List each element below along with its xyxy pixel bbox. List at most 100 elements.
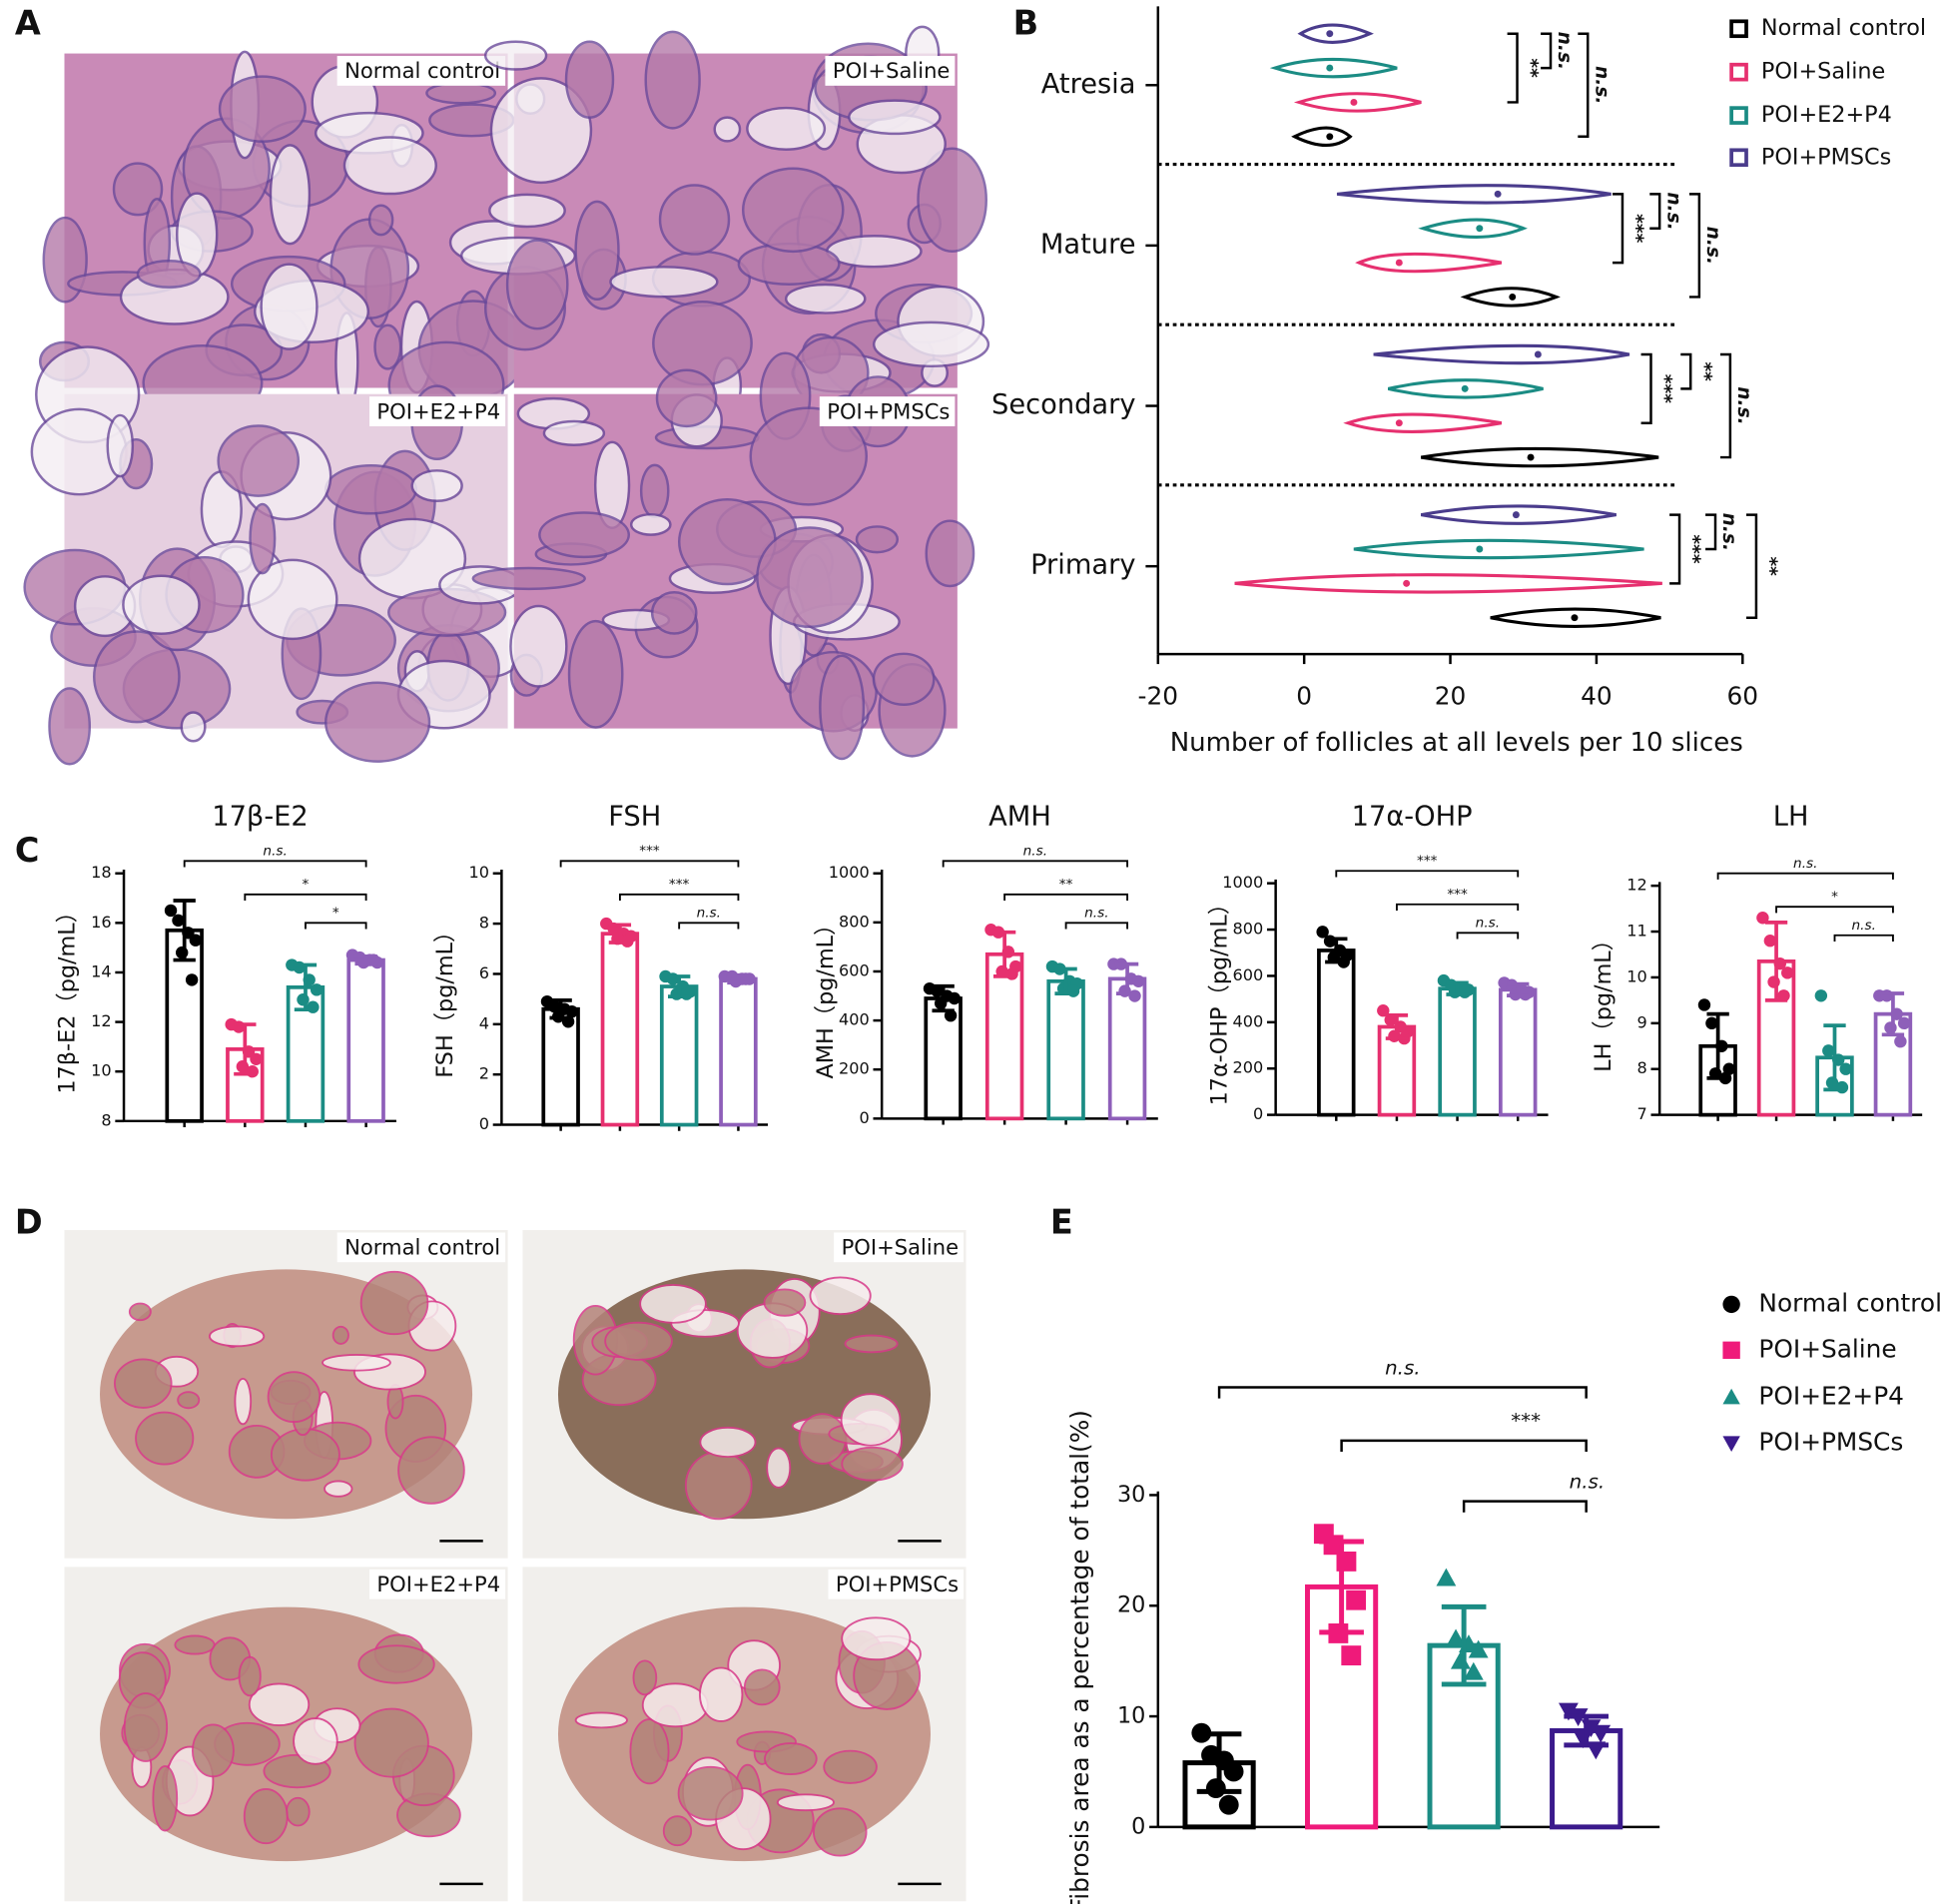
significance-label: ** [1759, 556, 1780, 576]
significance-bracket [942, 860, 1129, 868]
y-tick-label: 200 [839, 1059, 870, 1078]
data-point [1463, 1661, 1484, 1680]
follicle [249, 502, 277, 575]
follicle [841, 1616, 912, 1661]
y-axis-label: LH（pg/mL） [1591, 929, 1617, 1072]
follicle [397, 1436, 465, 1505]
significance-label: n.s. [1793, 856, 1817, 872]
significance-bracket [1705, 513, 1717, 551]
x-tick-label: 0 [1296, 682, 1312, 711]
significance-label: *** [639, 843, 660, 859]
follicle [809, 1276, 872, 1316]
follicle [208, 1325, 266, 1348]
significance-bracket [183, 860, 367, 868]
legend-marker [1722, 1295, 1740, 1314]
x-axis-label: Number of follicles at all levels per 10… [1170, 728, 1743, 758]
error-bar [1196, 1731, 1242, 1794]
data-point [1781, 966, 1794, 979]
violin [1343, 412, 1503, 433]
violin [1353, 538, 1644, 560]
data-point [1897, 1016, 1911, 1030]
follicle [324, 1480, 353, 1498]
follicle [925, 519, 975, 588]
significance-label: n.s. [1084, 905, 1108, 921]
micrograph: Normal control [64, 1229, 508, 1559]
micrograph-label: POI+E2+P4 [376, 1572, 500, 1596]
significance-bracket [1578, 32, 1590, 139]
y-tick-label: 8 [101, 1110, 111, 1129]
follicle [542, 419, 606, 446]
follicle [655, 368, 718, 428]
error-bar [549, 998, 572, 1020]
follicle [813, 1807, 868, 1857]
significance-label: n.s. [1385, 1356, 1421, 1379]
median-dot [1326, 30, 1334, 38]
significance-bracket [1680, 352, 1692, 390]
x-tick-label: -20 [1138, 682, 1179, 711]
panel-letter: B [1013, 4, 1039, 43]
data-point [1559, 1702, 1579, 1721]
legend-label: POI+E2+P4 [1758, 1381, 1904, 1410]
follicle [135, 1411, 195, 1466]
bar [1317, 949, 1356, 1117]
error-bar [1054, 966, 1077, 995]
follicle [564, 40, 615, 119]
error-bar [1564, 1713, 1609, 1748]
follicle [609, 266, 719, 299]
bar [659, 984, 699, 1127]
data-point [1346, 1589, 1367, 1610]
legend-label: Normal control [1761, 15, 1926, 41]
label-box [336, 1232, 506, 1263]
data-point [1446, 1628, 1466, 1647]
follicle [218, 75, 307, 144]
significance-bracket [1649, 193, 1661, 230]
error-bar [1706, 1011, 1729, 1080]
significance-bracket [1669, 513, 1681, 585]
follicle [509, 604, 568, 688]
bar [541, 1006, 580, 1127]
follicle [749, 406, 869, 506]
significance-bracket [1456, 932, 1520, 940]
data-point [1436, 1568, 1457, 1587]
significance-label: *** [1682, 534, 1703, 563]
x-tick-label: 40 [1581, 682, 1613, 711]
data-point [1814, 989, 1828, 1002]
follicle [632, 1659, 658, 1696]
y-tick-label: 400 [839, 1010, 870, 1029]
significance-label: ** [1693, 361, 1714, 381]
follicle [217, 424, 301, 497]
significance-label: n.s. [1023, 843, 1047, 859]
follicle [112, 162, 164, 217]
bar [1438, 986, 1477, 1117]
violin [1234, 573, 1662, 594]
follicle [855, 525, 900, 554]
label-box [825, 56, 956, 86]
bar [600, 932, 640, 1127]
significance-label: n.s. [1554, 32, 1575, 70]
follicle [122, 574, 201, 635]
error-bar [354, 953, 377, 966]
data-point [1822, 1044, 1835, 1057]
data-point [164, 904, 178, 918]
median-dot [1494, 190, 1502, 198]
data-point [1223, 1761, 1244, 1782]
follicle [267, 1371, 322, 1424]
label-box [368, 396, 506, 426]
data-point [1066, 984, 1080, 997]
violin [1293, 92, 1422, 113]
y-tick-label: 1000 [829, 863, 870, 882]
follicle [699, 1426, 757, 1459]
error-bar [173, 899, 196, 962]
follicle [604, 1321, 673, 1361]
y-tick-label: 6 [479, 963, 489, 982]
data-point [1705, 1016, 1718, 1030]
legend-label: POI+Saline [1761, 59, 1885, 85]
follicle [662, 1815, 693, 1847]
significance-bracket [678, 922, 740, 930]
data-point [1468, 1639, 1489, 1658]
significance-label: n.s. [697, 905, 721, 921]
significance-bracket [1833, 934, 1894, 942]
follicle [764, 1742, 818, 1776]
